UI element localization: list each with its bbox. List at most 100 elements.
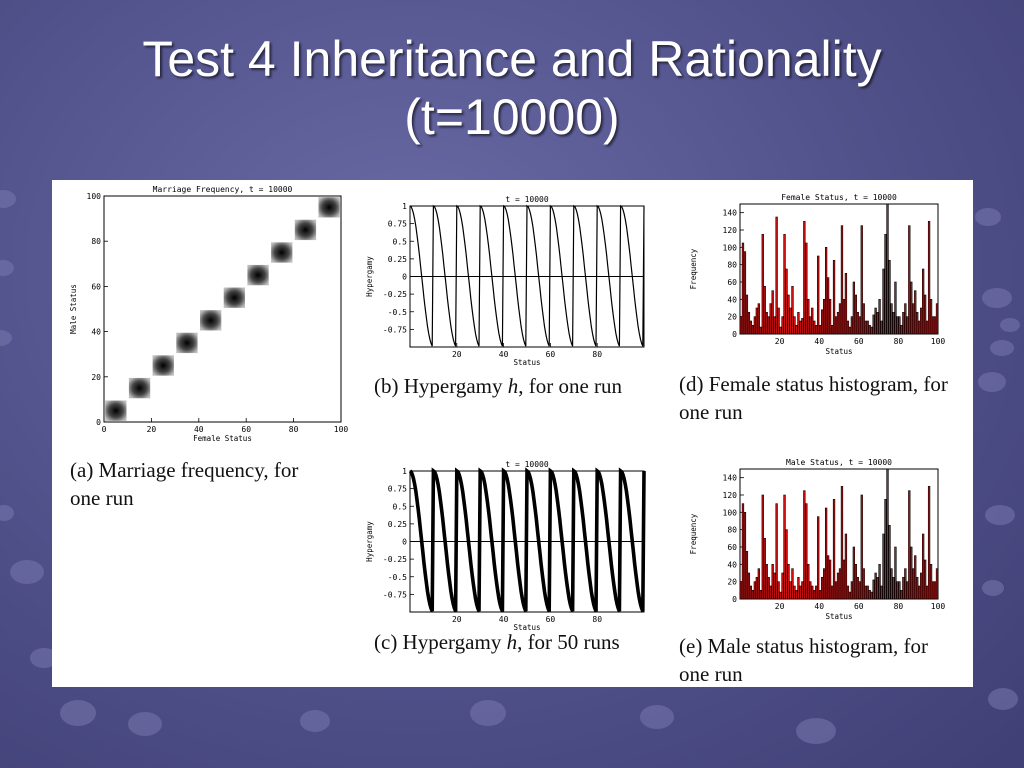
- y-tick-label: -0.25: [383, 555, 407, 564]
- caption-a: (a) Marriage frequency, for one run: [70, 456, 330, 512]
- histogram-bar: [769, 585, 772, 600]
- histogram-bar: [761, 234, 764, 335]
- histogram-bar: [741, 503, 745, 600]
- histogram-bar: [745, 294, 749, 335]
- histogram-bar: [753, 316, 756, 335]
- chart-d: Female Status, t = 10000 20 40 60 80 100 0 20 40…: [672, 180, 973, 365]
- x-axis-label: Female Status: [193, 434, 252, 443]
- histogram-bar: [918, 320, 921, 335]
- y-tick-label: 140: [723, 209, 738, 218]
- histogram-bar: [904, 568, 907, 600]
- histogram-bar: [910, 281, 913, 335]
- histogram-bar: [838, 568, 842, 600]
- histogram-bar: [801, 318, 804, 335]
- histogram-bar: [922, 533, 925, 600]
- histogram-bar: [892, 577, 895, 600]
- histogram-bar: [743, 512, 747, 600]
- histogram-bar: [757, 568, 760, 600]
- histogram-bar: [880, 585, 883, 600]
- chart-c-svg: t = 10000 20 40 60 80 1 0.75 0.5 0.25 0 -0.25 -0.5 -…: [365, 460, 646, 632]
- histogram-bar: [789, 581, 792, 600]
- histogram-bar: [929, 564, 933, 600]
- histogram-bar: [838, 303, 842, 335]
- y-axis-label: Frequency: [689, 513, 698, 554]
- y-axis-label: Male Status: [69, 284, 78, 334]
- y-tick-label: 60: [727, 543, 737, 552]
- histogram-bar: [757, 303, 760, 335]
- x-axis-label: Status: [825, 612, 852, 621]
- histogram-bar: [836, 572, 840, 600]
- histogram-bar: [894, 281, 897, 335]
- histogram-bar: [751, 325, 755, 335]
- y-tick-label: 0.5: [393, 237, 408, 246]
- histogram-bar: [900, 325, 903, 335]
- histogram-bar: [821, 577, 824, 600]
- histogram-bar: [823, 299, 826, 335]
- histogram-bar: [848, 326, 852, 335]
- histogram-bar: [795, 590, 798, 600]
- histogram-bar: [771, 564, 774, 600]
- histogram-bar: [773, 572, 776, 600]
- histogram-bar: [763, 538, 766, 600]
- histogram-bar: [922, 268, 925, 335]
- x-tick-label: 20: [452, 350, 462, 359]
- y-tick-label: 0: [732, 595, 737, 604]
- y-tick-label: 100: [87, 192, 102, 201]
- y-tick-label: -0.5: [388, 573, 407, 582]
- y-tick-label: 0: [732, 330, 737, 339]
- histogram-bar: [775, 216, 778, 335]
- histogram-bar: [844, 273, 848, 335]
- chart-title: t = 10000: [505, 460, 549, 469]
- histogram-bar: [787, 564, 790, 600]
- histogram-bar: [931, 581, 935, 600]
- histogram-bar: [935, 303, 939, 335]
- histogram-bar: [797, 312, 800, 335]
- y-tick-label: 80: [91, 237, 101, 246]
- histogram-bar: [864, 320, 867, 335]
- histogram-bar: [791, 568, 794, 600]
- x-tick-label: 100: [334, 425, 349, 434]
- histogram-bar: [797, 577, 800, 600]
- histogram-bar: [882, 268, 885, 335]
- x-tick-label: 20: [452, 615, 462, 624]
- histogram-bar: [759, 590, 762, 600]
- y-tick-label: -0.5: [388, 308, 407, 317]
- caption-c-pre: (c) Hypergamy: [374, 630, 507, 654]
- histogram-bar: [840, 225, 844, 335]
- x-tick-label: 100: [931, 337, 946, 346]
- chart-a: Marriage Frequency, t = 10000 0 20 40 60 80 10…: [52, 180, 362, 450]
- caption-b-pre: (b) Hypergamy: [374, 374, 508, 398]
- histogram-bar: [803, 490, 806, 600]
- x-tick-label: 80: [894, 602, 904, 611]
- histogram-bar: [815, 585, 818, 600]
- histogram-bar: [935, 568, 939, 600]
- histogram-bar: [882, 533, 885, 600]
- histogram-bar: [888, 260, 891, 335]
- histogram-bar: [811, 307, 814, 335]
- caption-a-text: (a) Marriage frequency, for one run: [70, 458, 299, 510]
- histogram-bar: [826, 277, 830, 335]
- y-tick-label: 140: [723, 474, 738, 483]
- figure-panel: Marriage Frequency, t = 10000 0 20 40 60 80 10…: [52, 180, 973, 687]
- histogram-bar: [805, 503, 808, 600]
- histogram-bar: [771, 290, 774, 335]
- histogram-bar: [858, 316, 861, 335]
- histogram-bar: [832, 260, 836, 335]
- histogram-bar: [858, 581, 861, 600]
- histogram-bar: [908, 225, 911, 335]
- histogram-bar: [755, 307, 758, 335]
- chart-d-svg: Female Status, t = 10000 20 40 60 80 100 0 20 40…: [689, 193, 946, 356]
- x-tick-label: 40: [814, 602, 824, 611]
- x-tick-label: 60: [546, 615, 556, 624]
- heatmap-cluster: [105, 400, 127, 421]
- histogram-bar: [749, 585, 753, 600]
- histogram-bar: [830, 325, 834, 335]
- histogram-bar: [852, 281, 855, 335]
- histogram-bar: [894, 546, 897, 600]
- histogram-bar: [850, 316, 854, 335]
- histogram-bar: [803, 221, 806, 335]
- histogram-bar: [886, 468, 889, 600]
- histogram-bar: [925, 585, 929, 600]
- caption-e: (e) Male status histogram, for one run: [679, 632, 962, 688]
- caption-b-var: h: [507, 374, 519, 398]
